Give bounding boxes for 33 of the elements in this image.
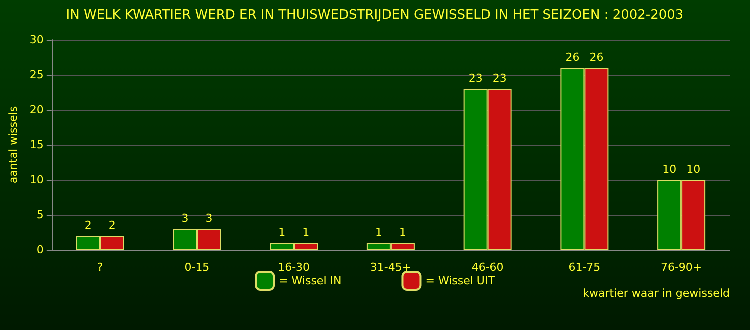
y-tick-label: 25 xyxy=(30,68,44,82)
data-label: 23 xyxy=(468,72,483,85)
data-label: 3 xyxy=(182,212,189,225)
x-tick-label: 46-60 xyxy=(472,261,504,274)
data-label: 2 xyxy=(84,219,92,232)
x-tick-label: 0-15 xyxy=(184,261,210,274)
y-tick-label: 30 xyxy=(30,34,44,46)
y-tick-label: 5 xyxy=(36,208,44,222)
legend-label: = Wissel UIT xyxy=(426,274,496,288)
x-tick-label: 31-45+ xyxy=(370,261,412,274)
data-label: 23 xyxy=(492,72,507,85)
y-tick-label: 0 xyxy=(36,244,44,256)
data-label: 1 xyxy=(375,226,382,239)
data-label: 2 xyxy=(108,219,116,232)
y-tick-label: 15 xyxy=(30,138,44,152)
legend-label: = Wissel IN xyxy=(279,274,342,288)
y-tick-label: 20 xyxy=(30,104,44,116)
data-label: 10 xyxy=(662,163,677,176)
data-label: 26 xyxy=(566,51,580,64)
x-tick-label: 61-75 xyxy=(568,261,601,274)
data-label: 26 xyxy=(590,51,604,64)
x-tick-label: 16-30 xyxy=(278,261,310,274)
x-tick-label: 76-90+ xyxy=(660,261,702,274)
y-axis-title: aantal wissels xyxy=(7,106,20,184)
y-tick-label: 10 xyxy=(30,174,44,186)
data-label: 1 xyxy=(278,226,286,239)
chart-title: IN WELK KWARTIER WERD ER IN THUISWEDSTRIJDEN GEWISSELD IN HET SEIZOEN : 2002-2003 xyxy=(66,8,684,23)
x-axis-title: kwartier waar in gewisseld xyxy=(583,287,730,300)
data-label: 1 xyxy=(399,226,406,239)
data-label: 1 xyxy=(302,226,310,239)
data-label: 10 xyxy=(686,163,701,176)
x-tick-label: ? xyxy=(97,261,104,274)
data-label: 3 xyxy=(206,212,213,225)
